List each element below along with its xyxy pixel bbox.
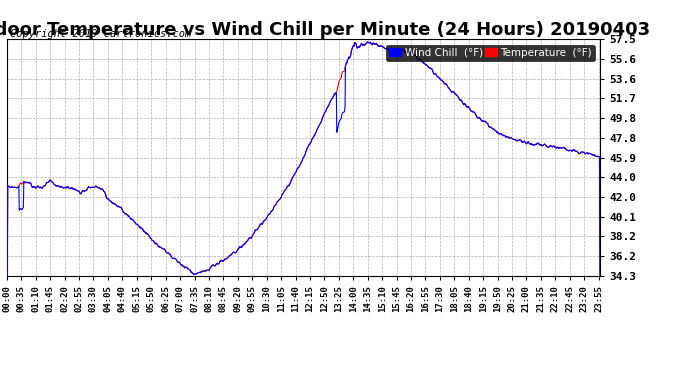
- Text: Copyright 2019 Cartronics.com: Copyright 2019 Cartronics.com: [10, 29, 191, 39]
- Legend: Wind Chill  (°F), Temperature  (°F): Wind Chill (°F), Temperature (°F): [386, 45, 595, 61]
- Title: Outdoor Temperature vs Wind Chill per Minute (24 Hours) 20190403: Outdoor Temperature vs Wind Chill per Mi…: [0, 21, 650, 39]
